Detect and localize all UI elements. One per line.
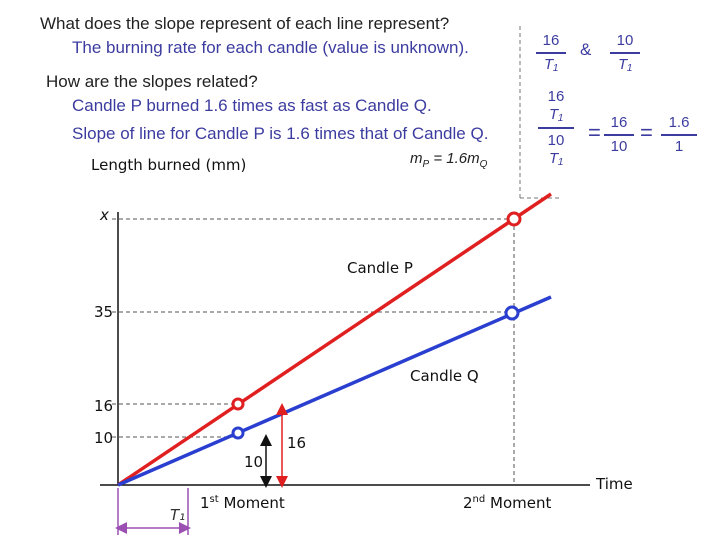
answer-slope-ratio: Slope of line for Candle P is 1.6 times … [72,124,489,143]
compound-fraction: 16 T₁ 10 T₁ [538,88,574,168]
candle-p-label: Candle P [347,259,413,277]
answer-burning-rate: The burning rate for each candle (value … [72,38,469,57]
question-slopes-related: How are the slopes related? [46,72,258,91]
t1-label: T₁ [170,506,186,524]
fraction-1-6-over-1: 1.6 1 [661,114,697,156]
y-tick-x: x [100,206,109,224]
equals-sign-2: = [640,120,653,145]
y-axis-label: Length burned (mm) [91,156,247,174]
fraction-16-over-10: 16 10 [604,114,634,156]
first-moment-label: 1st Moment [200,494,285,512]
slope-equation: mP = 1.6mQ [410,150,488,170]
candle-q-label: Candle Q [410,367,479,385]
point-q-second [504,305,520,321]
second-moment-label: 2nd Moment [463,494,552,512]
y-tick-16: 16 [94,397,114,415]
fraction-10-over-t1: 10 T₁ [610,32,640,74]
y-tick-35: 35 [94,303,114,321]
fraction-16-over-t1: 16 T₁ [536,32,566,74]
red-gap-label: 16 [287,434,307,452]
point-p-first [231,397,245,411]
equals-sign-1: = [588,120,601,145]
answer-burn-ratio: Candle P burned 1.6 times as fast as Can… [72,96,432,115]
point-q-first [231,426,245,440]
blue-gap-label: 10 [244,453,264,471]
ampersand: & [580,40,592,59]
candle-p-line [117,192,552,487]
x-axis-label: Time [596,475,633,493]
y-tick-10: 10 [94,429,114,447]
point-p-second [506,211,522,227]
question-slope-meaning: What does the slope represent of each li… [40,14,450,33]
candle-q-line [117,295,552,487]
